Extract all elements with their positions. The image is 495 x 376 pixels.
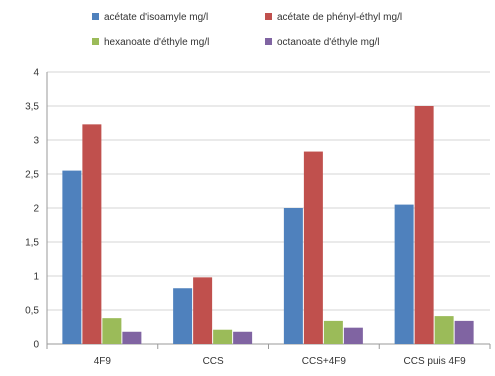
legend-swatch xyxy=(92,13,99,20)
bar xyxy=(394,204,414,344)
bar xyxy=(454,320,474,344)
x-tick-label: 4F9 xyxy=(94,356,112,367)
bar xyxy=(323,320,343,344)
bar xyxy=(434,316,454,344)
y-tick-label: 4 xyxy=(33,68,39,79)
bar xyxy=(102,318,122,344)
bar xyxy=(173,288,193,344)
bar xyxy=(414,106,434,344)
y-tick-label: 2 xyxy=(33,204,39,215)
legend-label: octanoate d'éthyle mg/l xyxy=(277,37,380,48)
bar xyxy=(283,208,303,344)
bar xyxy=(82,124,102,344)
bar xyxy=(343,327,363,344)
y-tick-label: 2,5 xyxy=(25,170,39,181)
gridlines xyxy=(47,71,490,345)
bar xyxy=(193,277,213,344)
y-tick-label: 1 xyxy=(33,272,39,283)
bar xyxy=(62,170,82,344)
x-tick-label: CCS+4F9 xyxy=(302,356,347,367)
legend: acétate d'isoamyle mg/l acétate de phényl… xyxy=(92,12,402,48)
y-tick-label: 3,5 xyxy=(25,102,39,113)
x-tick-label: CCS xyxy=(203,356,224,367)
bar xyxy=(233,331,253,344)
legend-swatch xyxy=(265,38,272,45)
x-tick-label: CCS puis 4F9 xyxy=(404,356,467,367)
y-tick-label: 3 xyxy=(33,136,39,147)
bar xyxy=(122,331,142,344)
y-tick-label: 0 xyxy=(33,340,39,351)
y-tick-label: 1,5 xyxy=(25,238,39,249)
bar xyxy=(303,151,323,344)
axes: 0 0,5 1 1,5 2 2,5 3 3,5 4 4F9 CCS CCS+4F9 CCS puis 4… xyxy=(25,68,491,367)
bars xyxy=(62,106,474,344)
bar xyxy=(213,329,233,344)
legend-label: acétate de phényl-éthyl mg/l xyxy=(277,12,402,23)
legend-swatch xyxy=(92,38,99,45)
legend-label: acétate d'isoamyle mg/l xyxy=(104,12,208,23)
legend-swatch xyxy=(265,13,272,20)
y-tick-label: 0,5 xyxy=(25,306,39,317)
legend-label: hexanoate d'éthyle mg/l xyxy=(104,37,209,48)
